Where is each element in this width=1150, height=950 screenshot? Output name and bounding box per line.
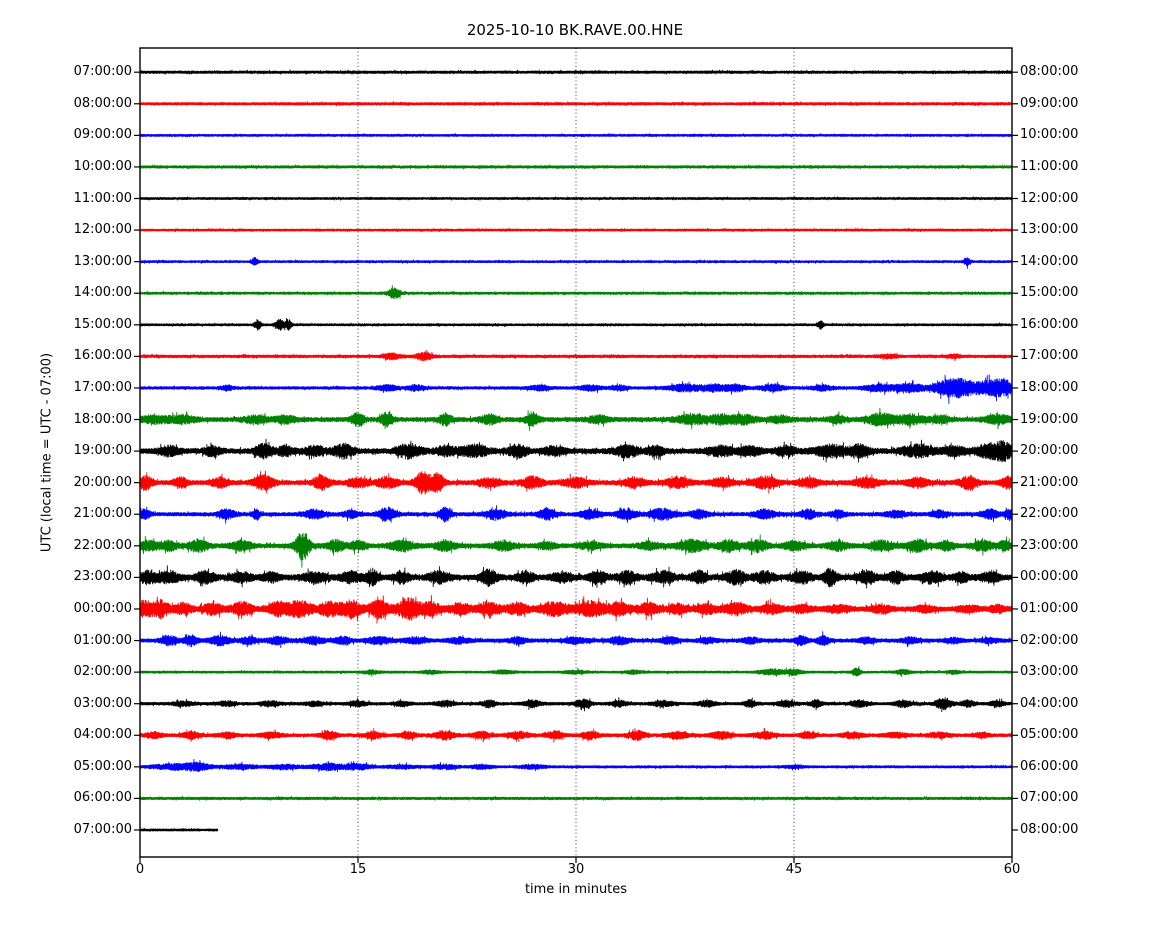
trace-16:00:00 (139, 349, 1013, 362)
y-tick-label-left-17: 00:00:00 (73, 600, 132, 616)
trace-11:00:00 (139, 196, 1013, 201)
y-tick-label-left-7: 14:00:00 (73, 285, 132, 301)
trace-05:00:00 (139, 758, 1013, 773)
trace-04:00:00 (139, 727, 1013, 743)
trace-01:00:00 (139, 631, 1013, 649)
y-tick-label-left-12: 19:00:00 (73, 443, 132, 459)
y-tick-label-left-3: 10:00:00 (73, 158, 132, 174)
y-tick-label-right-2: 10:00:00 (1020, 127, 1079, 143)
y-tick-label-right-16: 00:00:00 (1020, 569, 1079, 585)
y-tick-label-left-13: 20:00:00 (73, 474, 132, 490)
y-tick-label-right-11: 19:00:00 (1020, 411, 1079, 427)
trace-06:00:00 (139, 795, 1013, 801)
trace-22:00:00 (139, 533, 1013, 568)
x-tick-label-15: 15 (349, 862, 367, 877)
y-tick-label-right-13: 21:00:00 (1020, 474, 1079, 490)
y-tick-label-right-7: 15:00:00 (1020, 285, 1079, 301)
trace-18:00:00 (139, 407, 1013, 431)
y-tick-label-right-17: 01:00:00 (1020, 600, 1079, 616)
y-tick-label-right-0: 08:00:00 (1020, 64, 1079, 80)
trace-07:00:00 (139, 827, 219, 833)
y-tick-label-right-5: 13:00:00 (1020, 222, 1079, 238)
y-tick-label-right-15: 23:00:00 (1020, 537, 1079, 553)
y-tick-label-left-0: 07:00:00 (73, 64, 132, 80)
y-tick-label-right-20: 04:00:00 (1020, 695, 1079, 711)
trace-08:00:00 (139, 101, 1013, 107)
y-tick-label-right-18: 02:00:00 (1020, 632, 1079, 648)
y-tick-label-right-21: 05:00:00 (1020, 727, 1079, 743)
y-tick-label-left-19: 02:00:00 (73, 664, 132, 680)
y-tick-label-right-9: 17:00:00 (1020, 348, 1079, 364)
trace-15:00:00 (139, 317, 1013, 331)
y-tick-label-left-21: 04:00:00 (73, 727, 132, 743)
y-tick-label-right-6: 14:00:00 (1020, 253, 1079, 269)
y-tick-label-right-4: 12:00:00 (1020, 190, 1079, 206)
y-tick-label-left-6: 13:00:00 (73, 253, 132, 269)
y-tick-label-left-16: 23:00:00 (73, 569, 132, 585)
y-tick-label-right-3: 11:00:00 (1020, 158, 1079, 174)
trace-02:00:00 (139, 666, 1013, 678)
trace-14:00:00 (139, 285, 1013, 300)
y-tick-label-left-14: 21:00:00 (73, 506, 132, 522)
y-tick-label-right-8: 16:00:00 (1020, 316, 1079, 332)
trace-09:00:00 (139, 133, 1013, 138)
y-tick-label-left-9: 16:00:00 (73, 348, 132, 364)
y-tick-label-left-18: 01:00:00 (73, 632, 132, 648)
x-tick-label-60: 60 (1003, 862, 1021, 877)
y-tick-label-left-22: 05:00:00 (73, 758, 132, 774)
y-tick-label-right-24: 08:00:00 (1020, 822, 1079, 837)
x-axis-label: time in minutes (524, 882, 628, 897)
y-tick-label-left-10: 17:00:00 (73, 379, 132, 395)
trace-12:00:00 (139, 227, 1013, 233)
y-tick-label-left-24: 07:00:00 (73, 822, 132, 837)
y-tick-label-left-5: 12:00:00 (73, 222, 132, 238)
x-tick-label-0: 0 (135, 862, 145, 877)
y-tick-label-right-12: 20:00:00 (1020, 443, 1079, 459)
trace-10:00:00 (139, 164, 1013, 170)
y-tick-label-left-1: 08:00:00 (73, 95, 132, 111)
y-tick-label-left-2: 09:00:00 (73, 127, 132, 143)
y-tick-label-left-20: 03:00:00 (73, 695, 132, 711)
trace-07:00:00 (139, 69, 1013, 75)
trace-20:00:00 (139, 470, 1013, 495)
y-tick-label-left-11: 18:00:00 (73, 411, 132, 427)
trace-19:00:00 (139, 438, 1013, 463)
y-tick-label-right-19: 03:00:00 (1020, 664, 1079, 680)
y-tick-label-left-8: 15:00:00 (73, 316, 132, 332)
y-tick-label-right-1: 09:00:00 (1020, 95, 1079, 111)
trace-00:00:00 (139, 595, 1013, 624)
trace-03:00:00 (139, 697, 1013, 713)
y-tick-label-right-10: 18:00:00 (1020, 379, 1079, 395)
y-tick-label-right-22: 06:00:00 (1020, 758, 1079, 774)
y-tick-label-right-23: 07:00:00 (1020, 790, 1079, 806)
y-tick-label-right-14: 22:00:00 (1020, 506, 1079, 522)
trace-17:00:00 (139, 374, 1013, 404)
y-tick-label-left-15: 22:00:00 (73, 537, 132, 553)
chart-title: 2025-10-10 BK.RAVE.00.HNE (466, 21, 684, 39)
trace-13:00:00 (139, 256, 1013, 269)
y-tick-label-left-23: 06:00:00 (73, 790, 132, 806)
x-tick-label-45: 45 (785, 862, 803, 877)
x-tick-label-30: 30 (567, 862, 585, 877)
trace-21:00:00 (139, 505, 1013, 524)
y-tick-label-left-4: 11:00:00 (73, 190, 132, 206)
trace-23:00:00 (139, 565, 1013, 589)
